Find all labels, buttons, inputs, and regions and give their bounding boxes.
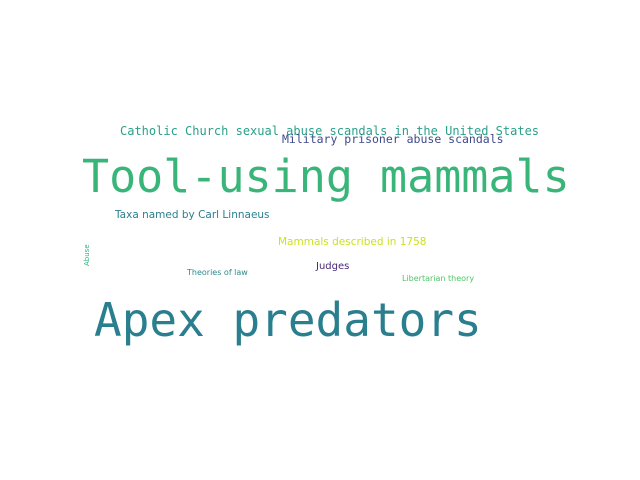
- word-catholic-church-scandals: Catholic Church sexual abuse scandals in…: [120, 124, 540, 138]
- word-apex-predators: Apex predators: [94, 293, 482, 347]
- word-theories-of-law: Theories of law: [187, 268, 248, 277]
- word-mammals-1758: Mammals described in 1758: [278, 236, 427, 248]
- word-judges: Judges: [316, 261, 350, 272]
- word-abuse: Abuse: [83, 244, 91, 266]
- word-taxa-linnaeus: Taxa named by Carl Linnaeus: [115, 209, 270, 221]
- word-tool-using-mammals: Tool-using mammals: [82, 150, 570, 203]
- word-military-prisoner-abuse: Military prisoner abuse scandals: [282, 132, 504, 146]
- word-libertarian-theory: Libertarian theory: [402, 274, 475, 283]
